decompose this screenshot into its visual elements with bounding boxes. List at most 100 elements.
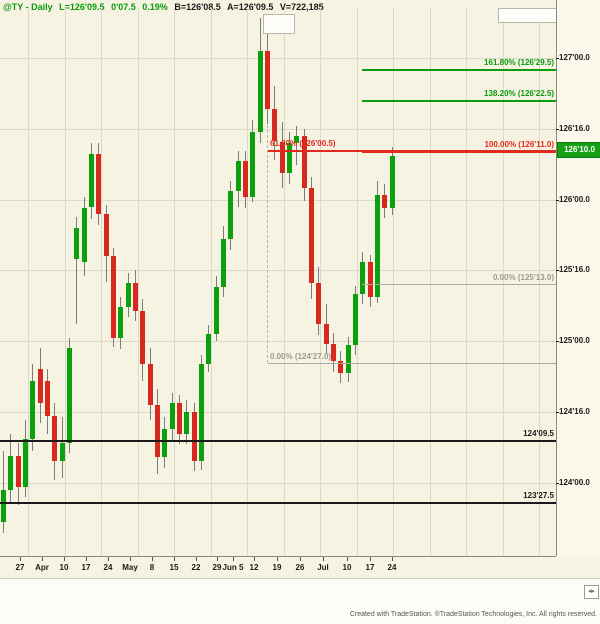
candle[interactable]	[45, 380, 50, 416]
candle[interactable]	[308, 188, 314, 283]
fib-level-line[interactable]	[268, 363, 556, 364]
candle[interactable]	[8, 455, 14, 490]
candle[interactable]	[316, 283, 322, 324]
candle[interactable]	[360, 261, 366, 295]
candle[interactable]	[220, 239, 226, 288]
candle[interactable]	[191, 411, 197, 462]
scrollbar-handle[interactable]: ◂▸	[584, 585, 599, 599]
date-axis-label: May	[122, 563, 138, 572]
price-axis-label: 127'00.0	[559, 53, 590, 62]
bottom-strip: ◂▸ Created with TradeStation. ®TradeStat…	[0, 578, 600, 624]
candle[interactable]	[103, 213, 109, 257]
candle[interactable]	[89, 154, 94, 207]
candle[interactable]	[1, 489, 6, 523]
date-axis-label: Apr	[35, 563, 49, 572]
candle[interactable]	[67, 348, 72, 443]
candle[interactable]	[198, 363, 204, 462]
fib-level-label: 0.00% (124'27.0)	[270, 352, 332, 361]
candle-wick	[76, 216, 78, 324]
candle[interactable]	[250, 131, 256, 197]
fib-level-line[interactable]	[362, 100, 556, 102]
vertical-gridline	[28, 8, 29, 556]
date-axis-label: 19	[272, 563, 282, 572]
candle[interactable]	[23, 438, 28, 487]
vertical-gridline	[539, 8, 540, 556]
candle[interactable]	[213, 287, 219, 334]
last-price-badge: 126'10.0	[557, 142, 600, 158]
support-line[interactable]	[0, 440, 556, 442]
vertical-gridline	[357, 8, 358, 556]
vertical-gridline	[101, 8, 102, 556]
candle[interactable]	[206, 333, 212, 364]
horizontal-gridline	[0, 270, 556, 271]
candle[interactable]	[352, 294, 358, 346]
horizontal-gridline	[0, 412, 556, 413]
date-axis-label: 15	[169, 563, 179, 572]
vertical-gridline	[138, 8, 139, 556]
horizontal-gridline	[0, 200, 556, 201]
candle[interactable]	[169, 403, 175, 429]
empty-text-box[interactable]	[498, 8, 558, 23]
candle[interactable]	[382, 195, 388, 208]
date-axis-tick	[233, 557, 234, 561]
candle[interactable]	[111, 256, 116, 339]
candle[interactable]	[374, 195, 380, 298]
candle[interactable]	[272, 108, 278, 142]
date-axis[interactable]: 27 Apr 10 17 24 May 8 15 22 29 Jun 5 12 19 26 Jul 10 17 2…	[0, 556, 556, 579]
fib-level-label: 61.80% (126'00.5)	[270, 139, 336, 148]
candle[interactable]	[81, 208, 87, 262]
price-axis-tick	[556, 129, 559, 130]
candle[interactable]	[30, 380, 36, 439]
last-price-label: L=126'09.5	[59, 2, 105, 12]
vertical-gridline	[393, 8, 394, 556]
candle[interactable]	[176, 403, 182, 435]
candle[interactable]	[154, 404, 160, 458]
fib-level-line[interactable]	[362, 69, 556, 71]
candle[interactable]	[147, 363, 153, 405]
fib-level-line[interactable]	[362, 284, 556, 285]
candle[interactable]	[162, 428, 168, 457]
candle[interactable]	[228, 191, 234, 240]
candle[interactable]	[118, 307, 124, 339]
date-axis-tick	[152, 557, 153, 561]
support-line-label: 123'27.5	[523, 491, 554, 500]
vertical-gridline	[466, 8, 467, 556]
candle[interactable]	[338, 360, 344, 374]
fib-level-line[interactable]	[268, 150, 556, 152]
candle[interactable]	[286, 142, 292, 173]
date-axis-label: 22	[191, 563, 201, 572]
candle[interactable]	[264, 50, 270, 109]
candle[interactable]	[257, 50, 263, 132]
candle[interactable]	[140, 311, 146, 364]
price-axis[interactable]: 127'00.0 126'16.0 126'00.0 125'16.0 125'00.0…	[556, 0, 600, 556]
candle[interactable]	[125, 283, 131, 308]
price-axis-tick	[556, 483, 559, 484]
candle[interactable]	[345, 345, 351, 374]
candle[interactable]	[96, 154, 102, 214]
fib-anchor-dashed-line[interactable]	[267, 20, 269, 363]
candle[interactable]	[323, 324, 329, 344]
candle[interactable]	[184, 411, 190, 435]
candle[interactable]	[37, 369, 43, 404]
candle-wick	[296, 125, 298, 166]
horizontal-gridline	[0, 341, 556, 342]
candle[interactable]	[294, 135, 300, 143]
fib-level-line[interactable]	[362, 151, 556, 153]
candle[interactable]	[330, 343, 336, 361]
candle[interactable]	[389, 155, 395, 208]
candle[interactable]	[367, 261, 373, 298]
support-line[interactable]	[0, 502, 556, 504]
date-axis-label: 17	[365, 563, 375, 572]
candle[interactable]	[59, 442, 65, 462]
candle[interactable]	[74, 227, 80, 259]
candle[interactable]	[132, 283, 138, 312]
candle[interactable]	[279, 141, 285, 173]
candle[interactable]	[15, 455, 21, 487]
candle[interactable]	[235, 161, 241, 191]
date-axis-label: 17	[81, 563, 91, 572]
fib-anchor-handle-box[interactable]	[263, 14, 295, 34]
candle[interactable]	[52, 416, 58, 462]
candle[interactable]	[242, 161, 248, 197]
candle[interactable]	[301, 135, 307, 189]
